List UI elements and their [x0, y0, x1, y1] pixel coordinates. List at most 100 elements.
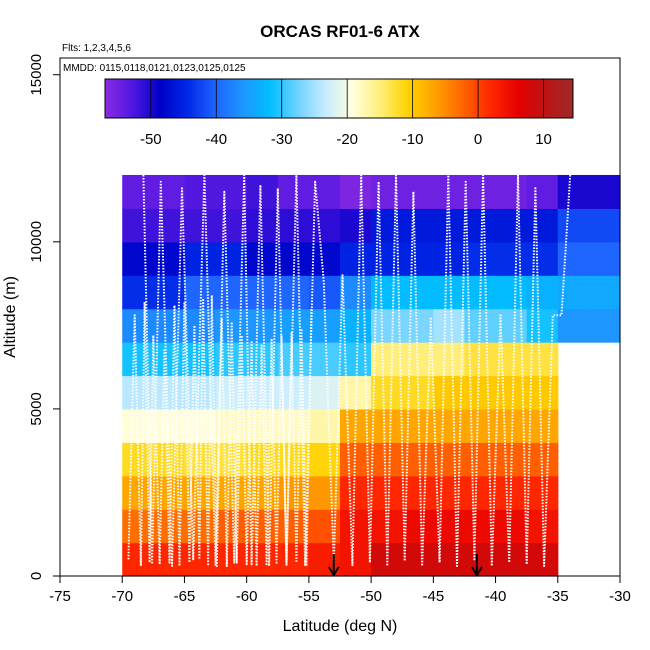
heatmap-cell	[526, 442, 559, 477]
down-arrow-head	[471, 566, 483, 577]
heatmap-cell	[340, 375, 372, 410]
colorbar-tick-label: -20	[336, 131, 358, 148]
heatmap-cell	[464, 174, 497, 209]
heatmap-cell	[402, 442, 434, 477]
heatmap-cell	[371, 308, 403, 343]
heatmap-cell	[215, 475, 248, 510]
x-tick-label: -40	[485, 588, 507, 605]
heatmap-cell	[371, 475, 403, 510]
heatmap-cell	[246, 442, 279, 477]
heatmap-cell	[246, 308, 279, 343]
heatmap-cell	[340, 241, 372, 276]
heatmap-cell	[184, 174, 217, 209]
heatmap-cell	[495, 275, 528, 310]
heatmap-cell	[557, 208, 590, 243]
colorbar-tick-label: -50	[140, 131, 162, 148]
x-tick-label: -30	[609, 588, 631, 605]
heatmap-cell	[464, 408, 497, 443]
x-tick-label: -55	[298, 588, 320, 605]
heatmap-cell	[526, 408, 559, 443]
heatmap-cell	[308, 408, 341, 443]
heatmap-cell	[402, 475, 434, 510]
y-tick-label: 0	[28, 572, 45, 580]
heatmap-cell	[588, 275, 621, 310]
heatmap-cell	[557, 308, 590, 343]
heatmap-cell	[526, 208, 559, 243]
heatmap-cell	[184, 208, 217, 243]
heatmap-cell	[495, 509, 528, 544]
heatmap-cell	[215, 208, 248, 243]
y-tick-label: 5000	[28, 392, 45, 425]
x-tick-label: -50	[360, 588, 382, 605]
heatmap-cell	[433, 408, 466, 443]
y-axis: 0 5000 10000 15000	[28, 54, 60, 580]
heatmap-cell	[122, 342, 154, 377]
flight-track-line	[220, 308, 313, 567]
colorbar-tick-label: -40	[205, 131, 227, 148]
y-tick-label: 10000	[28, 221, 45, 263]
heatmap-cell	[433, 342, 466, 377]
heatmap-cell	[153, 375, 186, 410]
heatmap-cell	[371, 174, 403, 209]
heatmap-cell	[402, 275, 434, 310]
heatmap-cell	[526, 475, 559, 510]
heatmap-cell	[464, 375, 497, 410]
colorbar: -50 -40 -30 -20 -10 0 10	[104, 78, 574, 148]
heatmap-cell	[433, 208, 466, 243]
heatmap-cell	[526, 275, 559, 310]
x-tick-label: -70	[111, 588, 133, 605]
flight-track-line	[142, 174, 354, 567]
heatmap-cell	[433, 241, 466, 276]
heatmap-cell	[122, 241, 154, 276]
heatmap-cell	[402, 308, 434, 343]
heatmap-cell	[464, 208, 497, 243]
heatmap-cell	[215, 542, 248, 577]
down-arrow-head	[327, 566, 340, 577]
heatmap-cell	[215, 174, 248, 209]
heatmap-cell	[433, 308, 466, 343]
heatmap-cell	[588, 174, 621, 209]
heatmap-cell	[122, 308, 154, 343]
heatmap-cell	[402, 542, 434, 577]
flight-track-line	[127, 294, 223, 567]
heatmap-cell	[246, 208, 279, 243]
flight-track-line	[351, 174, 572, 567]
heatmap-cell	[495, 241, 528, 276]
x-tick-label: -35	[547, 588, 569, 605]
heatmap-cell	[402, 509, 434, 544]
heatmap-cell	[557, 174, 590, 209]
down-arrow-marker	[327, 554, 340, 577]
heatmap-cell	[308, 375, 341, 410]
heatmap-cell	[122, 275, 154, 310]
colorbar-tick-label: 0	[474, 131, 482, 148]
heatmap-cell	[526, 542, 559, 577]
heatmap-cell	[464, 442, 497, 477]
heatmap-cell	[433, 275, 466, 310]
heatmap-cell	[153, 408, 186, 443]
heatmap-cell	[402, 375, 434, 410]
heatmap-cell	[277, 208, 310, 243]
heatmap-cell	[246, 475, 279, 510]
colorbar-tick-label: -10	[402, 131, 424, 148]
heatmap-cell	[277, 509, 310, 544]
plot-frame	[59, 57, 621, 577]
heatmap-cell	[495, 174, 528, 209]
flights-annotation: Flts: 1,2,3,4,5,6	[62, 43, 131, 54]
heatmap-cell	[402, 342, 434, 377]
down-arrow-marker	[471, 554, 483, 577]
heatmap-cell	[184, 509, 217, 544]
heatmap-cell	[277, 174, 310, 209]
heatmap-cell	[340, 275, 372, 310]
heatmap-cell	[308, 342, 341, 377]
heatmap-cell	[433, 542, 466, 577]
heatmap-cell	[495, 208, 528, 243]
x-axis-label: Latitude (deg N)	[283, 618, 398, 635]
heatmap-cell	[588, 241, 621, 276]
heatmap-cell	[153, 174, 186, 209]
heatmap-cell	[402, 174, 434, 209]
heatmap-cell	[495, 375, 528, 410]
x-tick-label: -75	[49, 588, 71, 605]
heatmap-cell	[402, 241, 434, 276]
heatmap-cell	[308, 174, 341, 209]
heatmap-cell	[464, 542, 497, 577]
